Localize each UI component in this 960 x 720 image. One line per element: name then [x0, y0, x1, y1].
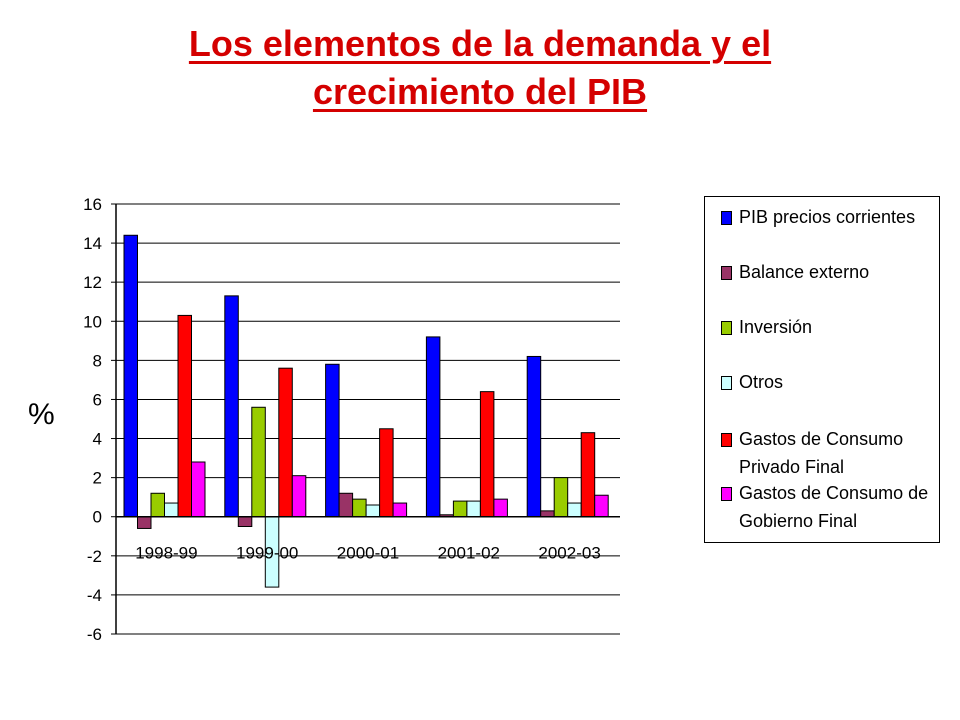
legend-swatch-pib	[721, 211, 732, 225]
legend-swatch-balance	[721, 266, 732, 280]
x-tick-label-1999-00: 1999-00	[236, 544, 298, 563]
y-tick-label-2: 12	[83, 273, 102, 292]
legend-swatch-inversion	[721, 321, 732, 335]
y-tick-label-11: -6	[87, 625, 102, 644]
bar-2000-01-s5	[392, 502, 408, 518]
bar-chart: 16 14 12 10 8 6 4 2 0 -2 -4 -6 1998-99 1999-00 2000-01…	[83, 195, 620, 644]
title-line-2: crecimiento del PIB	[312, 71, 648, 112]
bar-2000-01-s3	[365, 504, 381, 518]
legend-label-inversion: Inversión	[739, 317, 813, 337]
title-line-1: Los elementos de la demanda y el	[188, 23, 772, 64]
legend-label-consumo-privado-2: Privado Final	[739, 457, 845, 477]
legend-label-consumo-gobierno-1: Gastos de Consumo de	[739, 483, 929, 503]
x-tick-label-2001-02: 2001-02	[438, 544, 500, 563]
bar-2002-03-s3	[567, 502, 582, 518]
bar-1999-00-s0	[224, 295, 239, 518]
y-tick-label-6: 4	[93, 430, 102, 449]
bar-1998-99-s0	[123, 234, 138, 518]
legend-label-balance: Balance externo	[739, 262, 870, 282]
bar-1998-99-s1	[137, 516, 152, 529]
bar-1998-99-s5	[191, 461, 206, 518]
y-tick-label-4: 8	[93, 351, 102, 370]
bar-2000-01-s4	[379, 428, 394, 518]
bar-2002-03-s1	[540, 510, 555, 518]
bar-2002-03-s2	[553, 477, 569, 518]
bar-1999-00-s5	[291, 475, 307, 518]
page-title: Los elementos de la demanda y el crecimi…	[80, 20, 880, 116]
y-tick-label-7: 2	[93, 469, 102, 488]
bar-2001-02-s3	[466, 500, 481, 518]
y-tick-label-9: -2	[87, 547, 102, 566]
bar-2002-03-s4	[580, 432, 596, 518]
bar-2001-02-s0	[425, 336, 441, 518]
legend-label-otros: Otros	[739, 372, 784, 392]
y-tick-label-10: -4	[87, 586, 102, 605]
y-tick-label-0: 16	[83, 195, 102, 214]
bar-1999-00-s4	[278, 367, 293, 518]
bar-1998-99-s4	[177, 314, 192, 518]
bar-2002-03-s0	[526, 355, 542, 518]
legend-label-consumo-gobierno-2: Gobierno Final	[739, 511, 858, 531]
legend-item-consumo-gobierno: Gastos de Consumo de Gobierno Final	[717, 479, 937, 535]
y-tick-label-8: 0	[93, 508, 102, 527]
bar-1999-00-s2	[251, 406, 266, 518]
bar-1999-00-s1	[237, 516, 253, 528]
legend-swatch-consumo-privado	[721, 433, 732, 447]
bar-2001-02-s4	[479, 391, 495, 518]
bar-2000-01-s0	[325, 363, 340, 518]
y-tick-label-5: 6	[93, 390, 102, 409]
bar-1998-99-s2	[150, 492, 165, 518]
chart-legend: PIB precios corrientes Balance externo I…	[704, 196, 940, 543]
x-tick-label-2002-03: 2002-03	[538, 544, 600, 563]
bar-2001-02-s2	[452, 500, 468, 518]
legend-swatch-otros	[721, 376, 732, 390]
x-tick-label-2000-01: 2000-01	[337, 544, 399, 563]
bar-2000-01-s1	[338, 492, 354, 518]
bar-1998-99-s3	[164, 502, 179, 518]
y-axis-label: %	[28, 398, 55, 431]
legend-item-consumo-privado: Gastos de Consumo Privado Final	[717, 425, 937, 481]
y-tick-label-1: 14	[83, 234, 102, 253]
y-tick-label-3: 10	[83, 312, 102, 331]
bar-2001-02-s5	[493, 498, 508, 518]
legend-swatch-consumo-gobierno	[721, 487, 732, 501]
bar-2000-01-s2	[352, 498, 367, 518]
legend-label-pib: PIB precios corrientes	[739, 207, 916, 227]
legend-label-consumo-privado-1: Gastos de Consumo	[739, 429, 904, 449]
x-tick-label-1998-99: 1998-99	[135, 544, 197, 563]
bar-2002-03-s5	[594, 494, 609, 518]
